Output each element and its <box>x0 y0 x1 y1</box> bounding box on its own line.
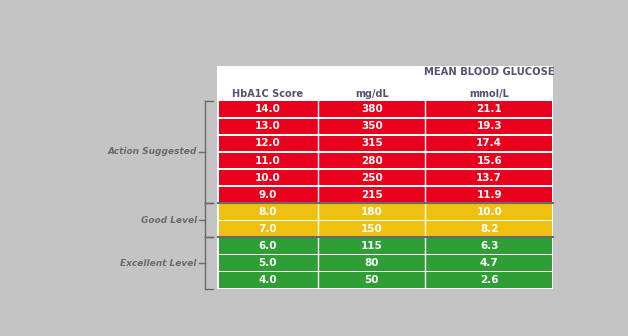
Text: 5.0: 5.0 <box>258 258 277 268</box>
FancyBboxPatch shape <box>219 119 551 134</box>
Text: 10.0: 10.0 <box>255 173 281 182</box>
Text: mg/dL: mg/dL <box>355 89 389 99</box>
Text: 250: 250 <box>361 173 382 182</box>
Text: 2.6: 2.6 <box>480 275 499 285</box>
FancyBboxPatch shape <box>219 255 551 271</box>
Text: 215: 215 <box>361 190 382 200</box>
Text: 10.0: 10.0 <box>477 207 502 217</box>
Text: 80: 80 <box>364 258 379 268</box>
Text: 13.7: 13.7 <box>476 173 502 182</box>
Text: mmol/L: mmol/L <box>469 89 509 99</box>
Text: 380: 380 <box>361 104 382 114</box>
Text: 315: 315 <box>361 138 382 149</box>
Text: 4.0: 4.0 <box>258 275 277 285</box>
Text: Excellent Level: Excellent Level <box>121 259 197 267</box>
FancyBboxPatch shape <box>219 153 551 168</box>
Text: 15.6: 15.6 <box>477 156 502 166</box>
Text: 19.3: 19.3 <box>477 121 502 131</box>
FancyBboxPatch shape <box>219 187 551 203</box>
Text: 12.0: 12.0 <box>255 138 281 149</box>
Text: 21.1: 21.1 <box>477 104 502 114</box>
Text: 11.0: 11.0 <box>255 156 281 166</box>
Text: 150: 150 <box>361 224 382 234</box>
Text: 8.2: 8.2 <box>480 224 499 234</box>
Text: HbA1C Score: HbA1C Score <box>232 89 303 99</box>
FancyBboxPatch shape <box>219 204 551 219</box>
Text: 4.7: 4.7 <box>480 258 499 268</box>
Text: 17.4: 17.4 <box>476 138 502 149</box>
Text: 50: 50 <box>364 275 379 285</box>
Text: 8.0: 8.0 <box>258 207 277 217</box>
FancyBboxPatch shape <box>219 221 551 237</box>
Text: 115: 115 <box>361 241 382 251</box>
Text: 180: 180 <box>361 207 382 217</box>
FancyBboxPatch shape <box>219 170 551 185</box>
FancyBboxPatch shape <box>219 238 551 254</box>
Text: 6.3: 6.3 <box>480 241 499 251</box>
Text: 9.0: 9.0 <box>258 190 277 200</box>
Text: 11.9: 11.9 <box>477 190 502 200</box>
FancyBboxPatch shape <box>219 101 551 117</box>
Text: Action Suggested: Action Suggested <box>107 148 197 157</box>
Text: 6.0: 6.0 <box>258 241 277 251</box>
FancyBboxPatch shape <box>219 136 551 151</box>
Text: 7.0: 7.0 <box>258 224 277 234</box>
FancyBboxPatch shape <box>219 272 551 288</box>
FancyBboxPatch shape <box>217 66 553 289</box>
Text: MEAN BLOOD GLUCOSE: MEAN BLOOD GLUCOSE <box>424 68 555 78</box>
Text: Good Level: Good Level <box>141 216 197 225</box>
Text: 350: 350 <box>361 121 382 131</box>
Text: 280: 280 <box>361 156 382 166</box>
Text: 14.0: 14.0 <box>254 104 281 114</box>
Text: 13.0: 13.0 <box>255 121 281 131</box>
